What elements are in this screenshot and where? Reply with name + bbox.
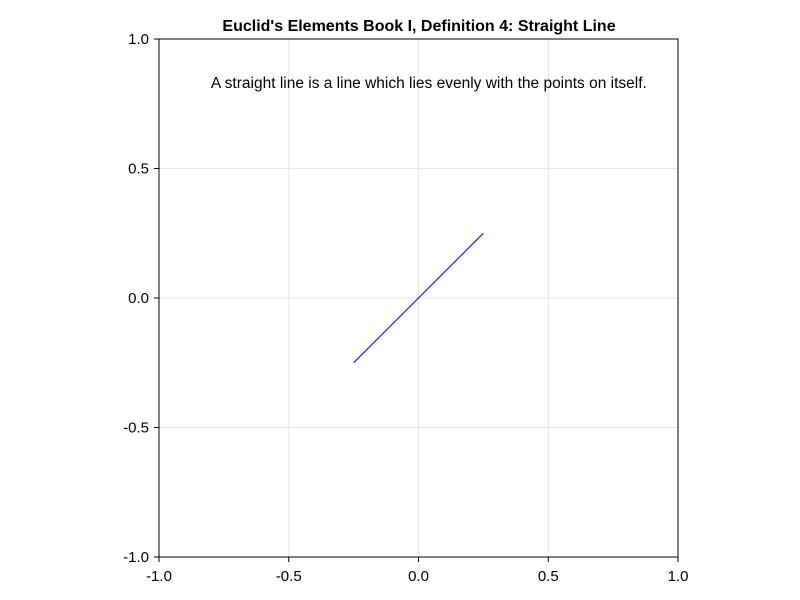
y-tick-label: -1.0 [123, 549, 149, 566]
y-tick-label: -0.5 [123, 420, 149, 437]
y-tick-label: 0.5 [128, 161, 149, 178]
definition-annotation: A straight line is a line which lies eve… [211, 75, 647, 92]
x-tick-label: -0.5 [276, 568, 302, 585]
y-tick-label: 1.0 [128, 31, 149, 48]
x-axis: -1.0 -0.5 0.0 0.5 1.0 [146, 557, 688, 585]
straight-line-segment [353, 232, 484, 364]
x-tick-label: 1.0 [668, 568, 689, 585]
y-axis: -1.0 -0.5 0.0 0.5 1.0 [123, 31, 159, 566]
x-tick-label: 0.5 [538, 568, 559, 585]
x-tick-label: 0.0 [408, 568, 429, 585]
x-tick-label: -1.0 [146, 568, 172, 585]
chart-title: Euclid's Elements Book I, Definition 4: … [222, 18, 615, 35]
annotation-layer: A straight line is a line which lies eve… [211, 75, 647, 92]
series-layer [353, 232, 484, 364]
y-tick-label: 0.0 [128, 290, 149, 307]
